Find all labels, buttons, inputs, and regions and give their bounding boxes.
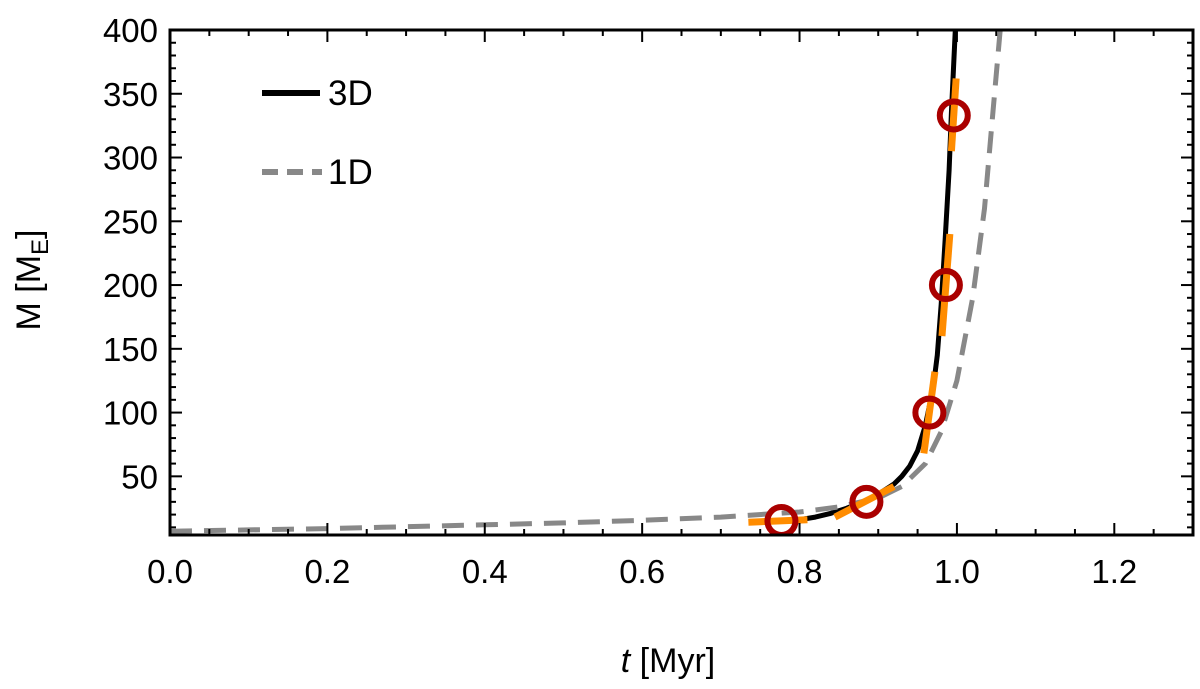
y-tick-label: 300 [103, 140, 158, 177]
series-line-3d [783, 30, 958, 524]
x-tick-label: 0.0 [147, 553, 193, 590]
y-tick-label: 150 [103, 331, 158, 368]
x-tick-label: 0.4 [462, 553, 508, 590]
y-tick-label: 100 [103, 395, 158, 432]
marker-circle-5 [936, 98, 971, 133]
x-tick-label: 1.0 [934, 553, 980, 590]
series-layer [170, 30, 1003, 535]
tangent-segment-2 [833, 483, 896, 521]
legend-label-3d: 3D [328, 74, 373, 113]
y-tick-label: 350 [103, 76, 158, 113]
plot-frame [168, 28, 1195, 537]
tangent-segment-1 [748, 516, 808, 526]
plot-border [168, 28, 1195, 537]
y-tick-label: 400 [103, 12, 158, 49]
x-tick-label: 0.2 [304, 553, 350, 590]
x-tick-label: 0.8 [777, 553, 823, 590]
tangent-segment-3 [920, 371, 939, 454]
y-axis-label-main: M [M [10, 255, 48, 331]
tick-layer: 0.0 0.2 0.4 0.6 0.8 1.0 1.2 50 100 150 200 250 300 35… [103, 12, 1194, 590]
marker-circle-2 [849, 484, 884, 519]
y-axis-label: M [ME] [10, 229, 54, 330]
x-axis-label-unit: [Myr] [630, 642, 715, 680]
legend: 3D 1D [262, 74, 373, 192]
legend-label-1d: 1D [328, 153, 373, 192]
y-axis-label-sub: E [27, 239, 54, 255]
x-axis-label: t [Myr] [621, 642, 715, 680]
y-tick-label: 50 [121, 458, 158, 495]
tangent-segment-5 [947, 78, 960, 152]
series-line-1d [170, 30, 1003, 534]
tangent-segment-4 [938, 233, 954, 337]
y-tick-label: 200 [103, 267, 158, 304]
x-tick-label: 1.2 [1091, 553, 1137, 590]
y-axis-label-close: ] [10, 229, 48, 238]
y-tick-label: 250 [103, 203, 158, 240]
marker-circle-3 [912, 395, 947, 430]
marker-circle-4 [928, 268, 963, 303]
x-axis-label-var: t [621, 642, 632, 680]
x-tick-label: 0.6 [619, 553, 665, 590]
